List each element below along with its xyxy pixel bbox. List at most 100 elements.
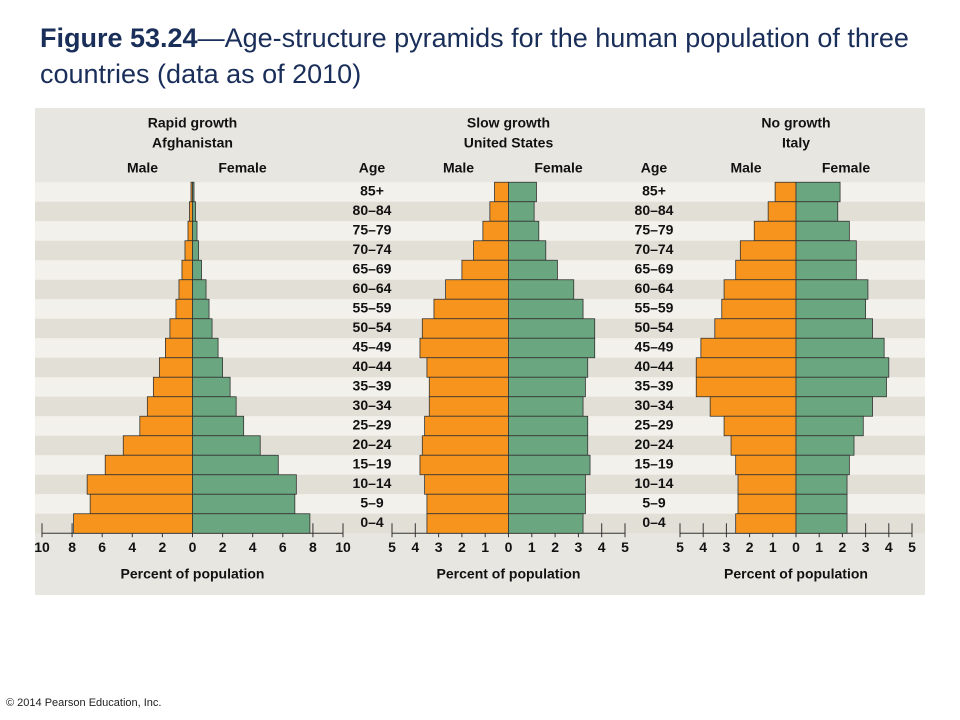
bar: [737, 493, 797, 515]
x-tick-label: 2: [159, 539, 167, 555]
bar: [192, 376, 231, 398]
x-axis-label: Percent of population: [724, 566, 868, 582]
bar: [735, 259, 797, 281]
bar: [508, 298, 584, 320]
age-label: 80–84: [635, 202, 674, 218]
bar: [795, 454, 850, 476]
bar: [795, 181, 841, 203]
bar: [426, 357, 509, 378]
bar: [709, 396, 797, 417]
bar: [508, 513, 584, 534]
bar: [795, 240, 857, 261]
age-label: 50–54: [635, 319, 674, 335]
x-tick-label: 5: [908, 539, 916, 555]
figure-title: Figure 53.24—Age-structure pyramids for …: [40, 20, 920, 92]
x-tick-label: 0: [792, 539, 800, 555]
bar: [424, 415, 509, 437]
age-label: 85+: [360, 183, 384, 199]
x-tick-label: 4: [699, 539, 707, 555]
age-label: 0–4: [642, 514, 666, 530]
legend-label: Male: [443, 160, 474, 176]
bar: [175, 298, 193, 320]
bar: [165, 337, 193, 359]
age-label: 30–34: [635, 397, 674, 413]
bar: [192, 396, 237, 417]
x-tick-label: 3: [862, 539, 870, 555]
legend-label: Male: [127, 160, 158, 176]
x-tick-label: 8: [68, 539, 76, 555]
x-tick-label: 1: [481, 539, 489, 555]
bar: [508, 357, 589, 378]
bar: [73, 513, 193, 534]
x-tick-label: 5: [621, 539, 629, 555]
bar: [426, 513, 509, 534]
bar: [494, 181, 509, 203]
subtitle: Slow growth: [467, 115, 550, 131]
legend-label: Female: [822, 160, 870, 176]
bar: [421, 435, 509, 456]
bar: [158, 357, 193, 378]
age-label: 15–19: [353, 456, 392, 472]
x-tick-label: 10: [34, 539, 50, 555]
age-label: 70–74: [353, 241, 392, 257]
bar: [192, 454, 279, 476]
bar: [192, 337, 219, 359]
bar: [192, 415, 245, 437]
bar: [489, 201, 509, 222]
x-tick-label: 4: [885, 539, 893, 555]
bar: [508, 435, 589, 456]
bar: [795, 201, 839, 222]
age-label: 0–4: [360, 514, 384, 530]
x-tick-label: 2: [458, 539, 466, 555]
bar: [428, 396, 509, 417]
age-label: 60–64: [353, 280, 392, 296]
bar: [795, 376, 887, 398]
age-label: 70–74: [635, 241, 674, 257]
subtitle: No growth: [761, 115, 830, 131]
bar: [187, 220, 193, 242]
x-tick-label: 3: [435, 539, 443, 555]
bar: [424, 474, 509, 495]
x-tick-label: 4: [411, 539, 419, 555]
legend-label: Male: [730, 160, 761, 176]
x-axis-label: Percent of population: [437, 566, 581, 582]
age-header: Age: [359, 160, 386, 176]
bar: [508, 279, 575, 300]
bar: [721, 298, 797, 320]
bar: [737, 474, 797, 495]
bar: [192, 181, 195, 203]
age-label: 65–69: [353, 261, 392, 277]
age-label: 5–9: [360, 495, 384, 511]
bar: [795, 318, 873, 339]
bar: [189, 201, 193, 222]
bar: [795, 396, 873, 417]
age-label: 60–64: [635, 280, 674, 296]
bar: [426, 493, 509, 515]
bar: [795, 415, 864, 437]
bar: [178, 279, 193, 300]
bar: [774, 181, 797, 203]
age-label: 20–24: [635, 436, 674, 452]
bar: [508, 240, 547, 261]
age-label: 25–29: [353, 417, 392, 433]
bar: [508, 396, 584, 417]
x-tick-label: 4: [598, 539, 606, 555]
x-tick-label: 1: [528, 539, 536, 555]
bar: [508, 201, 535, 222]
age-label: 25–29: [635, 417, 674, 433]
bar: [723, 415, 797, 437]
age-label: 45–49: [353, 339, 392, 355]
bar: [723, 279, 797, 300]
x-tick-label: 6: [279, 539, 287, 555]
x-tick-label: 5: [388, 539, 396, 555]
bar: [192, 474, 297, 495]
bar: [508, 318, 596, 339]
bar: [184, 240, 193, 261]
bar: [767, 201, 797, 222]
bar: [419, 454, 509, 476]
row-stripe: [35, 201, 925, 222]
bar: [419, 337, 509, 359]
x-tick-label: 2: [551, 539, 559, 555]
bar: [795, 357, 890, 378]
bar: [795, 337, 885, 359]
